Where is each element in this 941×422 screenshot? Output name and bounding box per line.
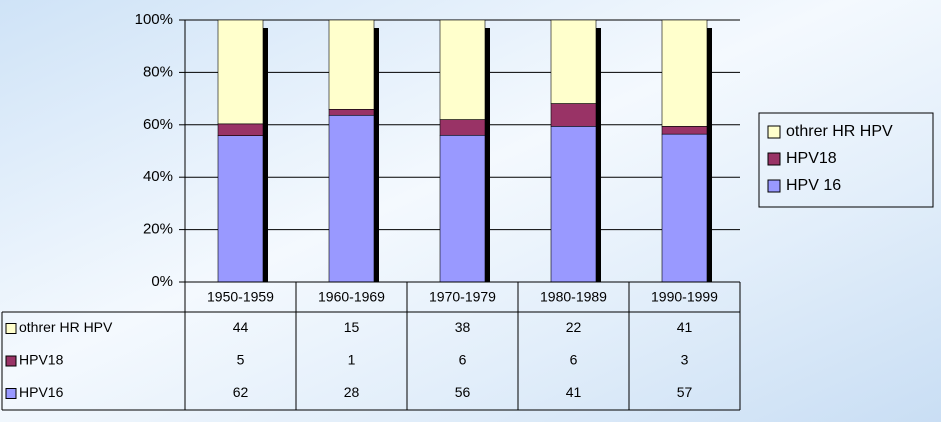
table-value: 41 (677, 319, 693, 335)
bar-segment (439, 134, 486, 283)
bar-segment (328, 109, 375, 116)
table-value: 41 (566, 384, 582, 400)
bar-segment (328, 114, 375, 283)
bar-segment (439, 119, 486, 136)
bar-segment (550, 103, 597, 127)
bar-segment (217, 123, 264, 136)
table-value: 44 (233, 319, 249, 335)
table-row-label: othrer HR HPV (19, 319, 113, 335)
y-tick-label: 100% (135, 11, 173, 28)
bar-segment (661, 19, 708, 127)
table-row-label: HPV16 (19, 384, 64, 400)
y-tick-label: 80% (143, 63, 173, 80)
x-tick-label: 1990-1999 (651, 289, 718, 305)
table-value: 56 (455, 384, 471, 400)
legend-key (5, 355, 17, 367)
bar-segment (217, 135, 264, 283)
x-tick-label: 1950-1959 (207, 289, 274, 305)
legend-label: HPV 16 (786, 177, 841, 194)
table-value: 1 (348, 352, 356, 368)
table-value: 3 (681, 352, 689, 368)
x-tick-label: 1960-1969 (318, 289, 385, 305)
bar-segment (328, 19, 375, 110)
table-row-label: HPV18 (19, 352, 64, 368)
table-value: 6 (459, 352, 467, 368)
table-value: 6 (570, 352, 578, 368)
legend-key (5, 323, 17, 334)
table-value: 28 (344, 384, 360, 400)
x-tick-label: 1970-1979 (429, 289, 496, 305)
legend-key (767, 152, 781, 166)
legend-key (767, 125, 781, 139)
table-value: 62 (233, 384, 249, 400)
bar-segment (661, 133, 708, 283)
y-tick-label: 20% (143, 221, 173, 238)
legend-key (767, 179, 781, 193)
y-tick-label: 40% (143, 168, 173, 185)
y-tick-label: 60% (143, 116, 173, 133)
legend-key (5, 388, 17, 399)
table-value: 57 (677, 384, 693, 400)
table-value: 38 (455, 319, 471, 335)
table-value: 15 (344, 319, 360, 335)
bar-segment (661, 126, 708, 135)
bar-segment (439, 19, 486, 120)
table-value: 5 (237, 352, 245, 368)
legend-label: othrer HR HPV (786, 123, 893, 140)
legend-box (758, 112, 934, 208)
legend-label: HPV18 (786, 150, 837, 167)
table-value: 22 (566, 319, 582, 335)
bar-segment (550, 19, 597, 104)
bar-segment (217, 19, 264, 125)
x-tick-label: 1980-1989 (540, 289, 607, 305)
y-tick-label: 0% (151, 273, 173, 290)
bar-segment (550, 126, 597, 283)
